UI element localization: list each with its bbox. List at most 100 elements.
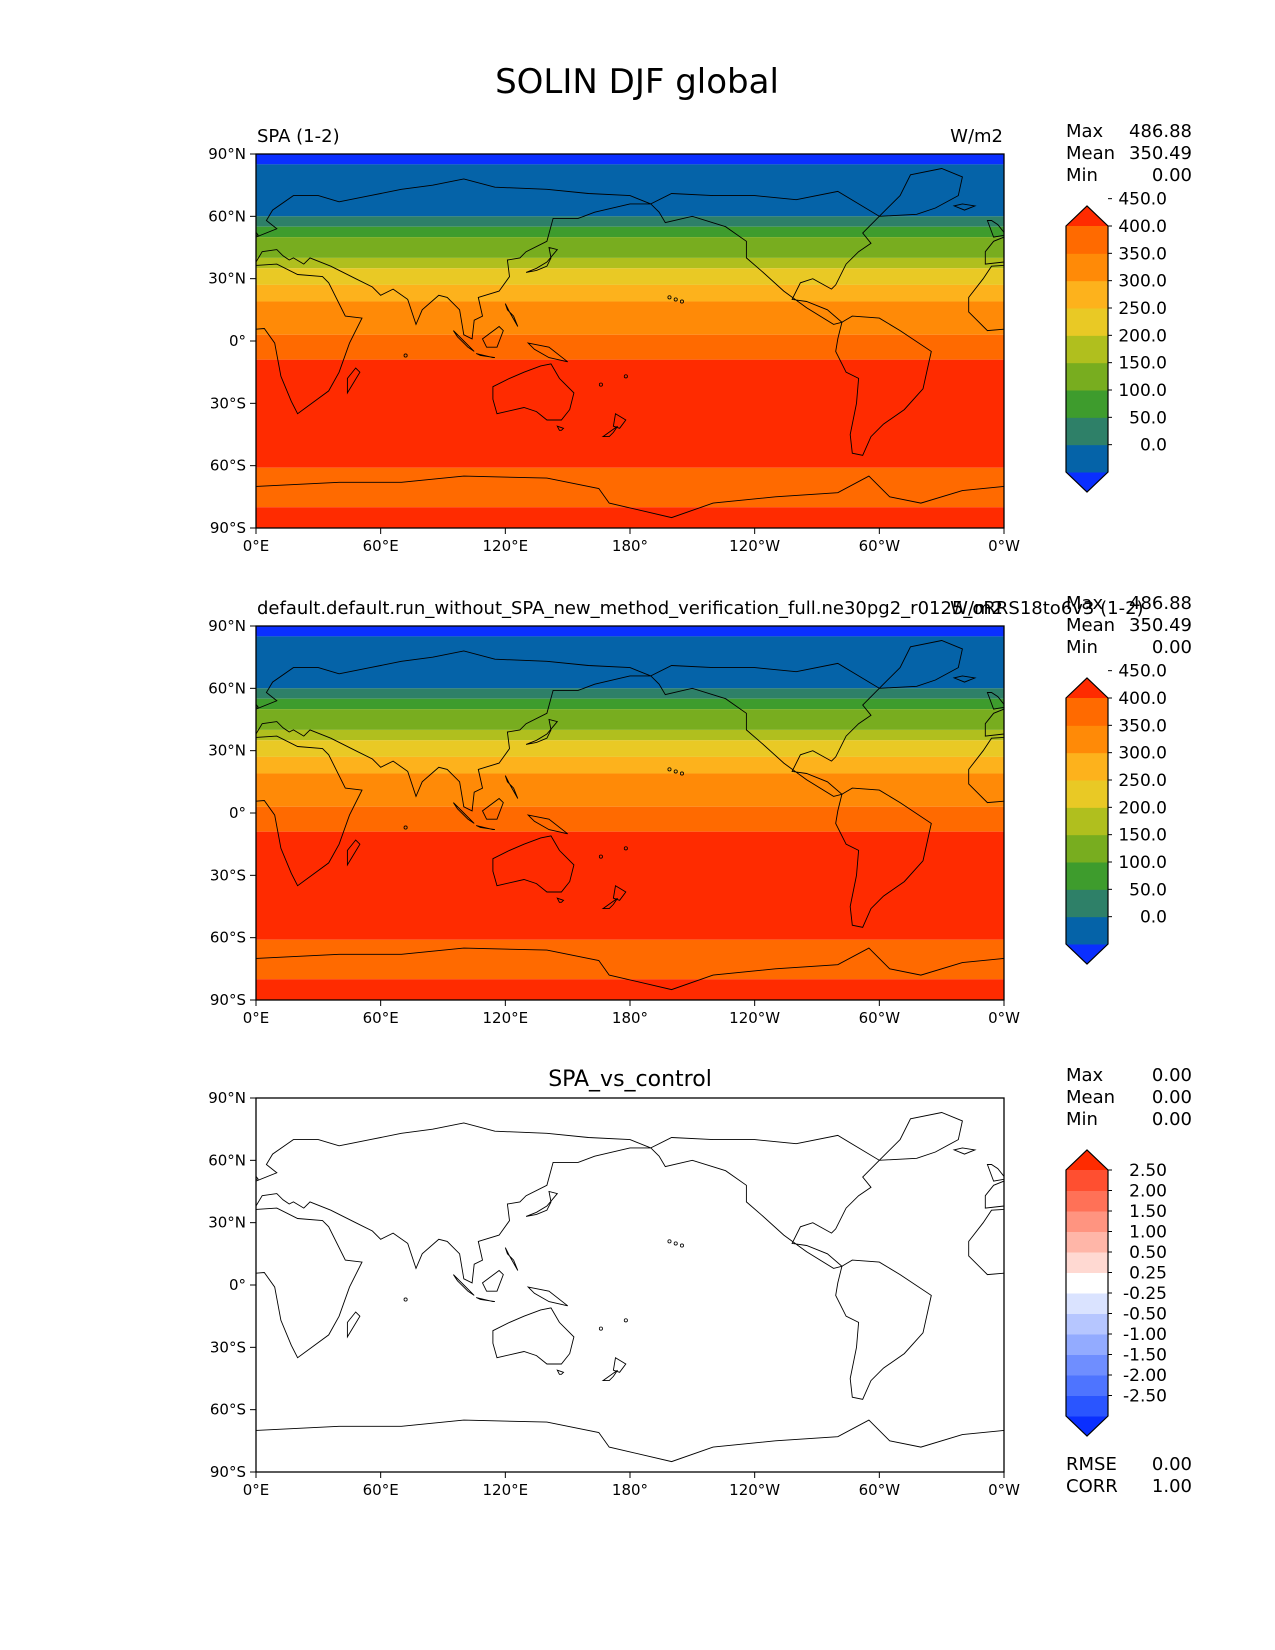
island <box>667 295 672 300</box>
colorbar-segment <box>1066 444 1108 473</box>
y-tick-label: 60°S <box>210 457 246 475</box>
stat-label: Max <box>1066 593 1104 614</box>
colorbar-segment <box>1066 280 1108 309</box>
colorbar-segment <box>1066 335 1108 364</box>
colorbar-extend-max <box>1066 678 1108 698</box>
colorbar-label: 200.0 <box>1118 798 1167 818</box>
coastline <box>556 897 565 903</box>
y-tick-label: 30°N <box>208 270 246 288</box>
stat-value: 486.88 <box>1129 121 1192 142</box>
island <box>673 1241 678 1246</box>
stat-label: Mean <box>1066 615 1115 636</box>
island <box>623 374 628 379</box>
colorbar: -2.50-2.00-1.50-1.00-0.50-0.250.250.501.… <box>1065 1149 1167 1437</box>
colorbar-label: 400.0 <box>1118 689 1167 709</box>
coastline <box>492 1307 575 1365</box>
map-panel-3: 0°E 60°E 120°E 180° 120°W 60°W 0°W 90°N 60°N 30°N… <box>208 1089 1167 1499</box>
x-tick-label: 180° <box>612 1481 648 1499</box>
colorbar-label: 100.0 <box>1118 853 1167 873</box>
lat-band <box>256 939 1004 980</box>
x-tick-label: 180° <box>612 537 648 555</box>
x-tick-label: 60°E <box>363 1009 399 1027</box>
colorbar-segment <box>1066 807 1108 836</box>
island <box>403 1297 408 1302</box>
colorbar-segment <box>1066 1211 1108 1232</box>
lat-band <box>256 740 1004 757</box>
island <box>598 382 603 387</box>
x-tick-label: 60°E <box>363 537 399 555</box>
colorbar-segment <box>1066 362 1108 391</box>
island <box>667 1239 672 1244</box>
lat-band <box>256 729 1004 741</box>
colorbar-label: 2.00 <box>1129 1182 1167 1202</box>
island <box>679 299 684 304</box>
coastline <box>986 692 1004 710</box>
y-tick-label: 30°S <box>210 394 246 412</box>
y-tick-label: 60°S <box>210 929 246 947</box>
colorbar-outline <box>1065 677 1109 965</box>
island <box>679 1243 684 1248</box>
stat-label: Max <box>1066 1065 1104 1086</box>
coastline <box>492 835 575 893</box>
x-tick-label: 60°W <box>859 537 901 555</box>
x-tick-label: 60°W <box>859 1481 901 1499</box>
coastline <box>601 1369 618 1382</box>
coastline <box>952 675 977 683</box>
coastline <box>612 1356 627 1373</box>
coastline <box>835 787 932 928</box>
x-tick-label: 120°E <box>483 537 529 555</box>
stat-label: Min <box>1066 637 1098 658</box>
y-tick-label: 60°S <box>210 1401 246 1419</box>
y-tick-label: 90°N <box>208 1089 246 1107</box>
colorbar-extend-min <box>1066 472 1108 492</box>
stat-value: 0.00 <box>1152 1109 1192 1130</box>
panel-title-left: default.default.run_without_SPA_new_meth… <box>257 598 1144 619</box>
x-tick-label: 60°W <box>859 1009 901 1027</box>
x-tick-label: 0°E <box>243 1481 270 1499</box>
colorbar-label: -1.00 <box>1123 1325 1167 1345</box>
error-stat-label: CORR <box>1066 1476 1118 1497</box>
coastline <box>256 650 651 812</box>
colorbar-label: 150.0 <box>1118 354 1167 374</box>
island <box>623 846 628 851</box>
coastline <box>952 203 977 211</box>
colorbar-outline <box>1065 1149 1109 1437</box>
field-bands <box>256 1098 1004 1472</box>
lat-band <box>256 709 1004 720</box>
colorbar-label: 50.0 <box>1129 408 1167 428</box>
colorbar-segment <box>1066 1293 1108 1314</box>
coastline <box>492 363 575 421</box>
colorbar: 0.0 50.0 100.0 150.0 200.0 250.0 300.0 350.0 400… <box>1065 190 1167 493</box>
coastline <box>346 367 361 395</box>
stat-value: 0.00 <box>1152 637 1192 658</box>
colorbar-segment <box>1066 1231 1108 1253</box>
island <box>667 767 672 772</box>
colorbar-segment <box>1066 1375 1108 1396</box>
x-tick-label: 120°W <box>729 1481 780 1499</box>
coastline <box>650 662 881 797</box>
colorbar-segment <box>1066 1313 1108 1335</box>
lat-band <box>256 636 1004 689</box>
colorbar-segment <box>1066 780 1108 808</box>
island <box>623 1318 628 1323</box>
colorbar-label: 350.0 <box>1118 244 1167 264</box>
coastline <box>256 263 363 415</box>
coastline <box>986 220 1004 238</box>
lat-band <box>256 773 1004 807</box>
colorbar-label: 0.0 <box>1140 436 1167 456</box>
stat-label: Mean <box>1066 143 1115 164</box>
coastline <box>878 1112 963 1161</box>
lat-band <box>256 226 1004 238</box>
coastline <box>453 1274 475 1296</box>
coastline <box>525 246 559 273</box>
colorbar-label: 400.0 <box>1118 217 1167 237</box>
y-tick-label: 0° <box>229 332 246 350</box>
colorbar-segment <box>1066 752 1108 781</box>
colorbar-outline <box>1065 205 1109 493</box>
panel-title-left: SPA (1-2) <box>257 126 340 147</box>
field-bands <box>256 626 1004 1000</box>
lat-band <box>256 237 1004 248</box>
colorbar-segment <box>1066 1272 1108 1294</box>
stat-value: 486.88 <box>1129 593 1192 614</box>
colorbar-segment <box>1066 226 1108 254</box>
